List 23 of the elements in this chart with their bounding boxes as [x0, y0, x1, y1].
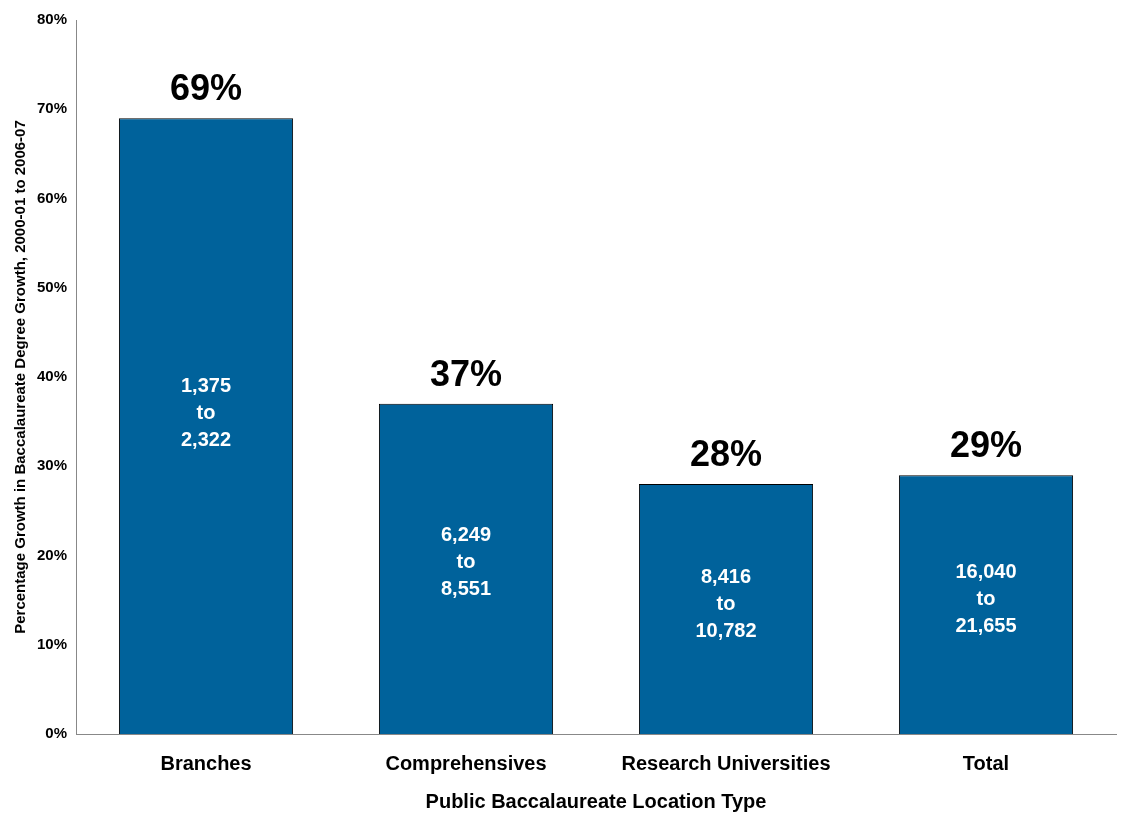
y-tick-label: 40% — [36, 367, 68, 385]
x-tick-label: Total — [962, 751, 1010, 774]
annotation: 16,040 to 21,655 — [955, 559, 1017, 636]
y-tick-label: 10% — [36, 634, 68, 652]
data-label: 28% — [689, 433, 763, 475]
data-label: 69% — [169, 67, 243, 109]
data-label: 37% — [429, 352, 503, 394]
annotation: 1,375 to 2,322 — [180, 374, 232, 451]
x-tick-label: Research Universities — [621, 751, 831, 774]
x-axis-title: Public Baccalaureate Location Type — [425, 789, 767, 812]
data-label: 29% — [949, 424, 1023, 466]
x-tick-label: Comprehensives — [385, 751, 547, 774]
y-tick-label: 70% — [36, 99, 68, 117]
y-tick-label: 50% — [36, 277, 68, 295]
y-axis-title: Percentage Growth in Baccalaureate Degree Growth, 2000-01 to 2006-07 — [11, 120, 29, 634]
x-tick-label: Branches — [160, 751, 252, 774]
y-tick-label: 30% — [36, 456, 68, 474]
y-tick-label: 80% — [36, 10, 68, 28]
annotation: 6,249 to 8,551 — [440, 522, 492, 599]
y-tick-label: 0% — [45, 724, 68, 742]
y-tick-label: 60% — [36, 188, 68, 206]
y-tick-label: 20% — [36, 545, 68, 563]
annotation: 8,416 to 10,782 — [695, 564, 757, 641]
